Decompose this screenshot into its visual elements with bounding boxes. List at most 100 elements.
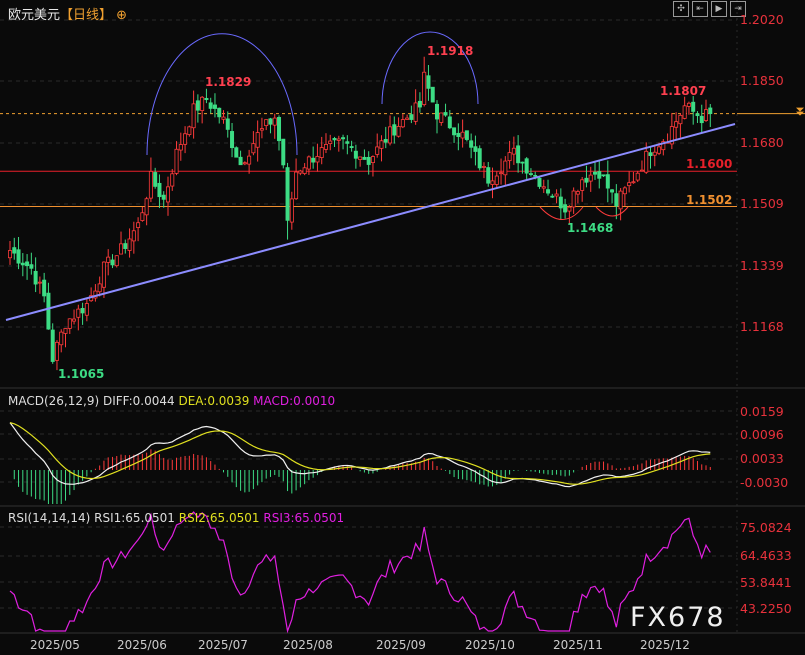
date-tick: 2025/08 <box>283 638 333 652</box>
candle-body <box>443 112 448 116</box>
candle-body <box>644 150 649 173</box>
candle-body <box>396 126 401 137</box>
candle-body <box>614 193 619 207</box>
candle-body <box>119 243 124 255</box>
candle-body <box>200 96 205 111</box>
candle-body <box>306 156 311 170</box>
fit-right-icon[interactable]: ⇥ <box>730 1 746 17</box>
candle-body <box>76 308 81 318</box>
candle-body <box>413 102 418 122</box>
candle-body <box>648 152 653 157</box>
candle-body <box>708 107 713 115</box>
candle-body <box>704 109 709 121</box>
candle-body <box>251 143 256 154</box>
candle-body <box>33 270 38 285</box>
rsi-tick: 43.2250 <box>740 601 792 616</box>
candle-body <box>686 102 691 107</box>
candle-body <box>238 156 243 166</box>
candle-body <box>319 147 324 158</box>
date-tick: 2025/09 <box>376 638 426 652</box>
candle-body <box>247 155 252 165</box>
price-tick: 1.1850 <box>740 73 784 88</box>
candle-body <box>426 75 431 89</box>
crosshair-circle-icon[interactable]: ⊕ <box>116 8 128 23</box>
candle-body <box>101 261 106 288</box>
macd-tick: 0.0159 <box>740 404 784 419</box>
candle-body <box>294 171 299 200</box>
watermark-logo: FX678 <box>630 602 726 633</box>
candle-body <box>558 196 563 209</box>
candle-body <box>434 103 439 120</box>
candle-body <box>486 167 491 184</box>
candle-body <box>225 118 230 130</box>
candle-body <box>12 247 17 254</box>
candle-body <box>123 243 128 249</box>
candle-body <box>682 105 687 119</box>
candle-body <box>691 101 696 112</box>
candle-body <box>323 144 328 150</box>
candle-body <box>661 141 666 151</box>
candle-body <box>221 116 226 120</box>
candle-body <box>110 259 115 266</box>
candle-body <box>7 250 12 259</box>
trendline <box>5 123 736 321</box>
candle-body <box>341 137 346 140</box>
price-tick: 1.1339 <box>740 258 784 273</box>
candle-body <box>67 318 72 329</box>
pattern-arc <box>146 33 298 156</box>
candle-body <box>464 130 469 140</box>
candle-body <box>332 138 337 141</box>
rsi-tick: 53.8441 <box>740 575 792 590</box>
macd-tick: 0.0096 <box>740 427 784 442</box>
candle-body <box>315 156 320 163</box>
candle-body <box>490 180 495 185</box>
candle-body <box>409 114 414 120</box>
candle-body <box>178 144 183 151</box>
date-tick: 2025/10 <box>465 638 515 652</box>
candle-body <box>255 132 260 148</box>
candle-body <box>84 303 89 316</box>
candle-body <box>127 238 132 251</box>
candle-body <box>370 156 375 163</box>
candle-body <box>281 138 286 166</box>
high-label: 1.1807 <box>660 84 707 98</box>
candle-body <box>567 206 572 212</box>
current-price-arrow-icon <box>796 107 804 116</box>
macd-tick: -0.0030 <box>740 475 789 490</box>
candle-body <box>72 318 77 322</box>
candle-body <box>375 146 380 155</box>
zoom-in-icon[interactable]: ⇤ <box>692 1 708 17</box>
candle-body <box>422 71 427 105</box>
candle-body <box>285 167 290 221</box>
candle-body <box>550 195 555 198</box>
candle-body <box>234 147 239 158</box>
candle-body <box>405 117 410 120</box>
level-label: 1.1600 <box>686 157 733 171</box>
chart-title: 欧元美元【日线】 ⊕ <box>8 8 128 23</box>
candle-body <box>554 193 559 197</box>
candle-body <box>114 255 119 267</box>
candle-body <box>627 182 632 187</box>
candle-body <box>520 161 525 164</box>
candle-body <box>131 230 136 242</box>
candle-body <box>272 117 277 126</box>
candle-body <box>678 114 683 125</box>
candle-body <box>618 190 623 210</box>
candle-body <box>106 256 111 263</box>
price-tick: 1.1168 <box>740 319 784 334</box>
candle-body <box>242 162 247 165</box>
candle-body <box>153 172 158 187</box>
candle-body <box>187 126 192 135</box>
candle-body <box>136 222 141 228</box>
candle-body <box>54 341 59 361</box>
rsi-tick: 64.4633 <box>740 548 792 563</box>
move-icon[interactable]: ✣ <box>673 1 689 17</box>
play-icon[interactable]: ▶ <box>711 1 727 17</box>
candle-body <box>230 131 235 149</box>
candle-body <box>456 132 461 137</box>
candle-body <box>473 146 478 152</box>
candle-body <box>59 331 64 346</box>
candle-body <box>507 152 512 162</box>
candle-body <box>546 189 551 194</box>
